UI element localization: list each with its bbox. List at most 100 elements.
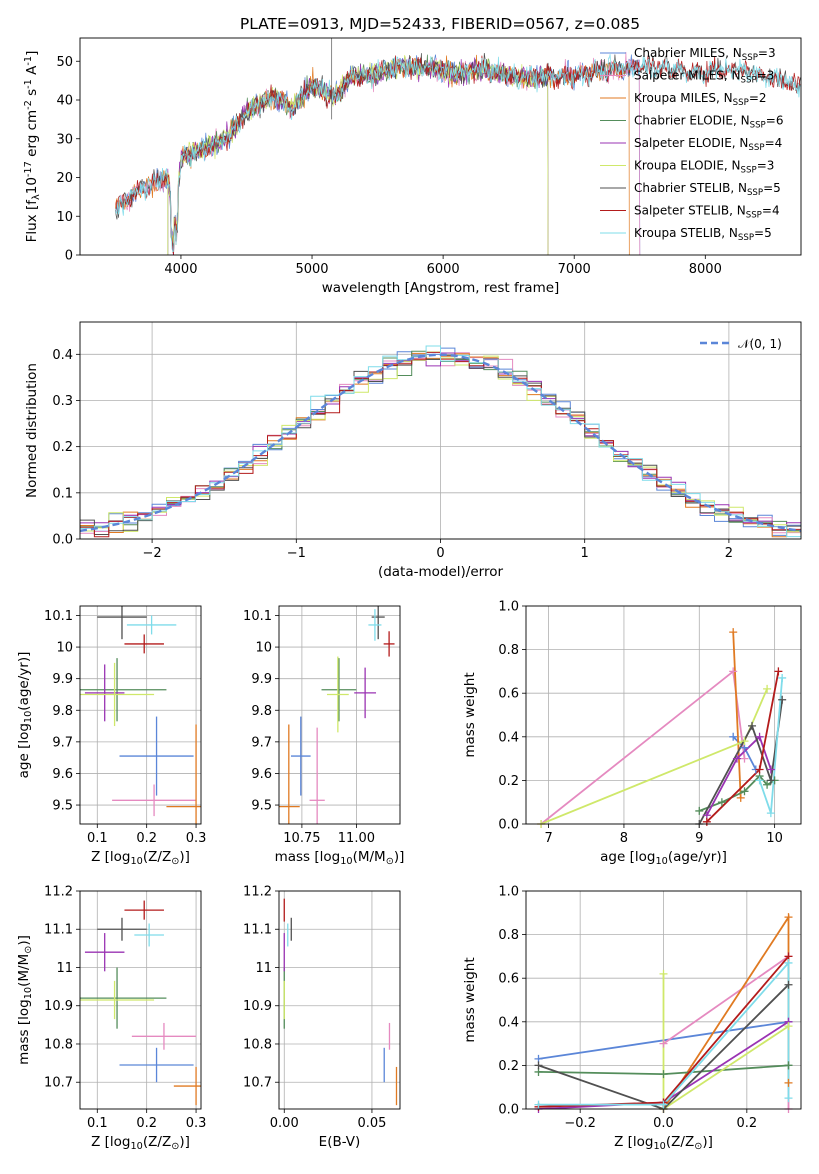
y-tick-label: 0.4 <box>498 730 519 745</box>
weight-marker <box>755 776 764 785</box>
x-tick-label: 0.3 <box>186 1116 207 1131</box>
weight-marker <box>659 1070 668 1079</box>
x-tick-label: −0.2 <box>564 1116 596 1131</box>
x-tick-label: 2 <box>725 546 733 561</box>
weight_vs_age-frame <box>525 605 802 825</box>
weight-marker <box>732 754 741 763</box>
y-tick-label: 9.6 <box>52 767 73 782</box>
legend-label: Chabrier MILES, NSSP=3 <box>634 46 776 63</box>
y-tick-label: 0.2 <box>498 774 519 789</box>
y-tick-label: 11 <box>56 961 73 976</box>
weight-marker <box>784 980 793 989</box>
errorbar-chabrier-miles <box>119 1047 194 1083</box>
x-tick-label: 0.00 <box>270 1116 299 1131</box>
y-tick-label: 0.4 <box>52 348 73 363</box>
weight-marker <box>748 721 757 730</box>
weight_vs_Z-frame <box>525 890 802 1110</box>
x-tick-label: 6000 <box>427 262 460 277</box>
weight-marker <box>763 684 772 693</box>
y-tick-label: 9.7 <box>52 735 73 750</box>
spectrum-frame <box>79 37 802 256</box>
y-tick-label: 20 <box>56 171 73 186</box>
weight-marker <box>755 765 764 774</box>
y-tick-label: 10.7 <box>44 1076 73 1091</box>
y-tick-label: 9.8 <box>52 704 73 719</box>
legend-label: Kroupa MILES, NSSP=2 <box>634 91 767 108</box>
residuals-legend: 𝒩(0, 1) <box>700 337 782 351</box>
mass_vs_ebv-axes: 0.00 0.05 10.7 10.8 10.9 11 11.1 11.2 E(B-V) <box>243 885 401 1150</box>
x-tick-label: −1 <box>287 546 306 561</box>
y-tick-label: 30 <box>56 132 73 147</box>
weight-marker <box>755 732 764 741</box>
histogram-kroupa-stelib <box>80 345 801 538</box>
x-tick-label: 0.1 <box>87 1116 108 1131</box>
weight-marker <box>766 765 775 774</box>
x-tick-label: 0.05 <box>357 1116 386 1131</box>
age_vs_Z-y-axis-label: age [log10(age/yr)] <box>16 652 34 779</box>
residuals-frame <box>79 321 802 540</box>
weight-marker <box>659 969 668 978</box>
y-tick-label: 40 <box>56 94 73 109</box>
errorbar-kroupa-elodie <box>326 656 349 733</box>
mass_vs_ebv-frame <box>278 890 401 1110</box>
age_vs_Z-frame <box>79 605 202 825</box>
errorbar-salpeter-elodie <box>84 664 125 722</box>
x-tick-label: 0.1 <box>87 831 108 846</box>
weight-marker <box>729 732 738 741</box>
spectrum-legend: Chabrier MILES, NSSP=3 Salpeter MILES, NS… <box>600 46 783 243</box>
errorbar-chabrier-stelib <box>97 917 147 941</box>
errorbar-salpeter-stelib <box>383 631 395 657</box>
x-tick-label: 0.0 <box>653 1116 674 1131</box>
weight-line-kroupa-miles <box>732 632 742 798</box>
weight_vs_Z-x-axis-label: Z [log10(Z/Z⊙)] <box>614 1134 713 1152</box>
errorbar-salpeter-miles <box>131 1022 197 1050</box>
weight-marker <box>534 1061 543 1070</box>
y-tick-label: 9.6 <box>251 767 272 782</box>
x-tick-label: 5000 <box>295 262 328 277</box>
y-tick-label: 9.9 <box>52 672 73 687</box>
weight_vs_age-axes: 7 8 9 10 0.0 0.2 0.4 0.6 0.8 1.0 age [log10(age/yr… <box>462 600 802 867</box>
weight-marker <box>736 793 745 802</box>
weight-marker <box>766 809 775 818</box>
y-tick-label: 0.0 <box>52 533 73 548</box>
y-tick-label: 10.9 <box>243 999 272 1014</box>
spectrum-y-axis-label: Flux [fλ10-17 erg cm-2 s-1 A-1] <box>23 51 42 243</box>
y-tick-label: 9.5 <box>251 799 272 814</box>
errorbar-kroupa-stelib <box>368 609 382 641</box>
weight-marker <box>702 817 711 826</box>
legend-label: 𝒩(0, 1) <box>738 337 782 351</box>
spectrum-plot-area <box>115 38 801 255</box>
residuals-y-axis-label: Normed distribution <box>24 363 40 498</box>
weight_vs_Z-axes: −0.2 0.0 0.2 0.0 0.2 0.4 0.6 0.8 1.0 Z [log10(Z/Z… <box>462 885 802 1152</box>
weight-marker <box>774 667 783 676</box>
x-tick-label: 0.2 <box>136 1116 157 1131</box>
weight-marker <box>717 798 726 807</box>
weight-marker <box>784 1078 793 1087</box>
y-tick-label: 10.9 <box>44 999 73 1014</box>
x-tick-label: 11.00 <box>338 831 375 846</box>
weight-marker <box>534 1100 543 1109</box>
y-tick-label: 0.0 <box>498 1103 519 1118</box>
y-tick-label: 0.2 <box>52 440 73 455</box>
weight-marker <box>695 806 704 815</box>
errorbar-kroupa-miles <box>166 724 201 824</box>
x-tick-label: 7000 <box>558 262 591 277</box>
weight-marker <box>740 754 749 763</box>
y-tick-label: 0.0 <box>498 818 519 833</box>
residuals-plot-area <box>80 345 801 538</box>
x-tick-label: 10.75 <box>283 831 320 846</box>
y-tick-label: 1.0 <box>498 885 519 900</box>
weight-marker <box>784 1022 793 1031</box>
mass_vs_ebv-x-axis-label: E(B-V) <box>319 1134 361 1150</box>
weight-marker <box>784 913 793 922</box>
weight_vs_age-x-axis-label: age [log10(age/yr)] <box>600 849 727 867</box>
legend-label: Chabrier STELIB, NSSP=5 <box>634 181 781 198</box>
errorbar-chabrier-stelib <box>97 606 147 640</box>
x-tick-label: 10 <box>766 831 783 846</box>
x-tick-label: 4000 <box>164 262 197 277</box>
errorbar-kroupa-elodie <box>80 662 155 727</box>
errorbar-salpeter-elodie <box>84 933 125 972</box>
weight-line-chabrier-stelib <box>538 984 790 1109</box>
errorbar-salpeter-miles <box>112 784 197 817</box>
